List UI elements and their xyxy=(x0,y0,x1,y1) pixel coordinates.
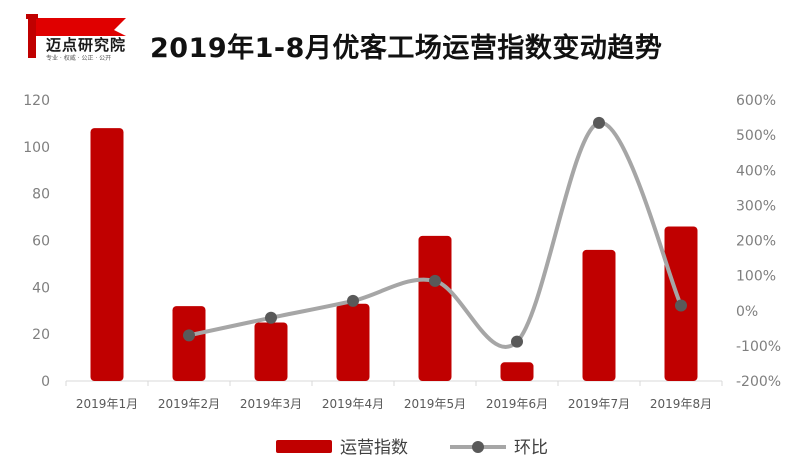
line-point xyxy=(593,116,605,129)
line-point xyxy=(265,311,277,324)
bar xyxy=(172,306,206,381)
legend-bar-label: 运营指数 xyxy=(340,438,408,458)
y-left-tick-label: 60 xyxy=(32,234,50,250)
y-right-tick-label: 600% xyxy=(736,93,776,109)
y-right-tick-label: 500% xyxy=(736,128,776,144)
x-tick-label: 2019年2月 xyxy=(158,397,220,411)
x-tick-label: 2019年6月 xyxy=(486,397,548,411)
line-point xyxy=(347,294,359,307)
x-tick-label: 2019年8月 xyxy=(650,397,712,411)
line-path xyxy=(187,120,683,349)
y-right-tick-label: -100% xyxy=(736,339,781,355)
y-left-tick-label: 20 xyxy=(32,327,50,343)
x-tick-label: 2019年5月 xyxy=(404,397,466,411)
y-right-tick-label: 300% xyxy=(736,198,776,214)
line-series xyxy=(183,116,687,349)
y-left-tick-label: 100 xyxy=(23,140,50,156)
y-left-tick-label: 120 xyxy=(23,93,50,109)
line-point xyxy=(511,335,523,348)
logo-tower xyxy=(28,18,36,58)
x-tick-label: 2019年3月 xyxy=(240,397,302,411)
logo-subtitle: 专业 · 权威 · 公正 · 公开 xyxy=(46,55,112,62)
bar xyxy=(500,362,534,381)
bar-series xyxy=(90,128,698,381)
bar xyxy=(90,128,124,381)
bar xyxy=(254,322,288,381)
logo xyxy=(26,14,126,58)
x-tick-label: 2019年1月 xyxy=(76,397,138,411)
chart-title: 2019年1-8月优客工场运营指数变动趋势 xyxy=(150,33,663,64)
line-point xyxy=(429,274,441,287)
x-tick-label: 2019年4月 xyxy=(322,397,384,411)
line-point xyxy=(675,299,687,312)
logo-banner xyxy=(36,18,126,36)
legend: 运营指数 环比 xyxy=(276,438,548,458)
y-left-tick-label: 0 xyxy=(41,374,50,390)
bar xyxy=(418,235,452,381)
y-right-tick-label: 100% xyxy=(736,269,776,285)
bar xyxy=(582,249,616,381)
bar xyxy=(336,303,370,381)
y-right-tick-label: 200% xyxy=(736,234,776,250)
y-right-tick-label: 0% xyxy=(736,304,758,320)
legend-bar-swatch xyxy=(276,440,332,453)
y-right-tick-label: -200% xyxy=(736,374,781,390)
x-tick-label: 2019年7月 xyxy=(568,397,630,411)
axes: 0 20 40 60 80 100 120 -200% -100% 0% 100% 200% 300% 4… xyxy=(23,93,781,411)
y-right-tick-label: 400% xyxy=(736,163,776,179)
y-left-tick-label: 40 xyxy=(32,280,50,296)
line-point xyxy=(183,329,195,342)
logo-name: 迈点研究院 xyxy=(46,36,127,54)
y-left-tick-label: 80 xyxy=(32,187,50,203)
legend-line-marker xyxy=(472,441,484,453)
legend-line-label: 环比 xyxy=(514,438,548,458)
